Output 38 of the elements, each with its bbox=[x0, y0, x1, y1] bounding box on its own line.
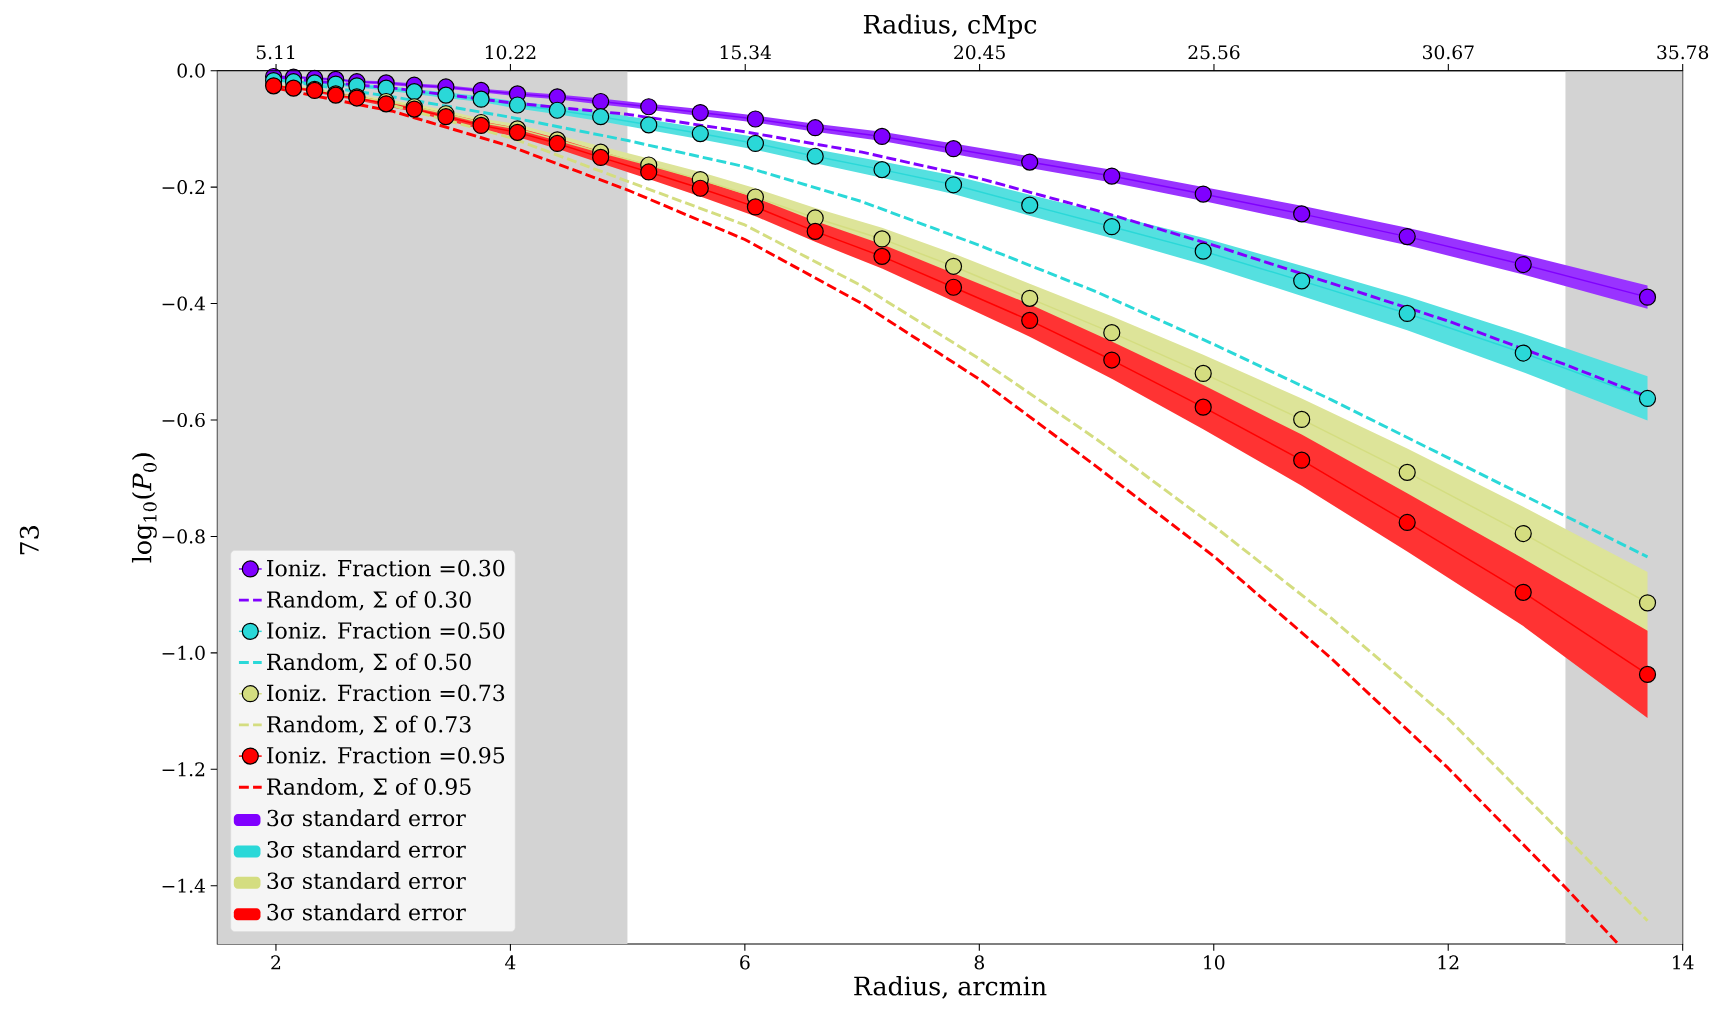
legend-label: Random, Σ of 0.73 bbox=[267, 715, 471, 736]
y-tick-label: 0.0 bbox=[177, 63, 205, 78]
annotation: 3σ standard error bbox=[267, 840, 466, 858]
x-tick-label: 8 bbox=[974, 955, 984, 970]
y-tick-label: −1.0 bbox=[162, 645, 205, 660]
legend-label: Ioniz. Fraction =0.95 bbox=[267, 746, 505, 764]
x2-axis-title: Radius, cMpc bbox=[863, 14, 1037, 39]
x-tick-label: 12 bbox=[1438, 955, 1459, 970]
x2-tick-label: 30.67 bbox=[1423, 45, 1474, 60]
y-tick-label: −1.2 bbox=[162, 762, 205, 777]
x2-tick-label: 20.45 bbox=[954, 45, 1005, 60]
legend-label: Random, Σ of 0.50 bbox=[267, 653, 471, 673]
y-tick-label: −1.4 bbox=[162, 878, 206, 893]
x2-tick-label: 35.78 bbox=[1657, 45, 1709, 60]
legend-label: Random, Σ of 0.30 bbox=[267, 590, 471, 611]
legend-label: Ioniz. Fraction =0.50 bbox=[267, 622, 505, 639]
y-axis-title: log$_{10}$(P$_{0}$) bbox=[131, 453, 157, 563]
x-tick-label: 4 bbox=[505, 955, 516, 970]
x-tick-label: 14 bbox=[1673, 955, 1694, 970]
legend-label: Ioniz. Fraction =0.73 bbox=[267, 684, 505, 702]
y-tick-label: −0.2 bbox=[162, 180, 205, 195]
x-tick-label: 2 bbox=[271, 955, 281, 970]
x2-tick-label: 15.34 bbox=[720, 45, 771, 60]
x2-tick-label: 25.56 bbox=[1188, 45, 1240, 60]
annotation: 3σ standard error bbox=[267, 809, 466, 827]
annotation: 3σ standard error bbox=[267, 872, 466, 890]
x-tick-label: 6 bbox=[740, 955, 750, 970]
annotation: 3σ standard error bbox=[267, 903, 466, 921]
x2-tick-label: 10.22 bbox=[485, 45, 536, 60]
legend-label: Ioniz. Fraction =0.30 bbox=[267, 559, 505, 577]
y-tick-label: −0.4 bbox=[162, 296, 206, 311]
x-axis-title: Radius, arcmin bbox=[854, 975, 1047, 999]
y-tick-label: −0.6 bbox=[162, 412, 205, 428]
x-tick-label: 10 bbox=[1204, 955, 1225, 970]
y-tick-label: −0.8 bbox=[162, 529, 205, 544]
x2-tick-label: 5.11 bbox=[256, 45, 295, 60]
text: 73 bbox=[19, 526, 39, 555]
legend-label: Random, Σ of 0.95 bbox=[267, 777, 471, 798]
